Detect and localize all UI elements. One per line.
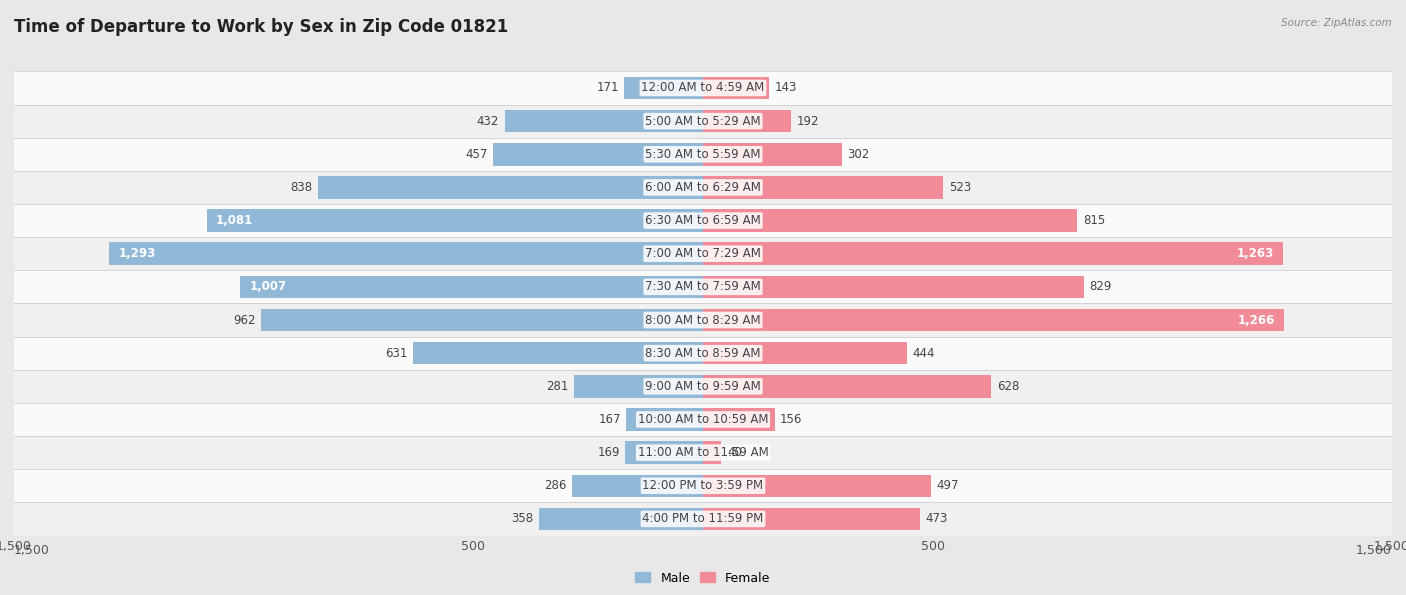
- Text: 1,007: 1,007: [250, 280, 287, 293]
- Bar: [207, 209, 703, 232]
- Bar: [0, 270, 1406, 303]
- Bar: [0, 204, 1406, 237]
- Bar: [0, 237, 1406, 270]
- Text: 143: 143: [775, 82, 797, 95]
- Text: 4:00 PM to 11:59 PM: 4:00 PM to 11:59 PM: [643, 512, 763, 525]
- Text: 9:00 AM to 9:59 AM: 9:00 AM to 9:59 AM: [645, 380, 761, 393]
- Text: 11:00 AM to 11:59 AM: 11:00 AM to 11:59 AM: [638, 446, 768, 459]
- Text: 815: 815: [1083, 214, 1105, 227]
- Bar: [703, 342, 907, 365]
- Bar: [0, 403, 1406, 436]
- Text: 523: 523: [949, 181, 972, 194]
- Bar: [703, 375, 991, 397]
- Legend: Male, Female: Male, Female: [630, 566, 776, 590]
- Bar: [703, 242, 1284, 265]
- Bar: [703, 275, 1084, 298]
- Bar: [318, 176, 703, 199]
- Text: 167: 167: [599, 413, 621, 426]
- Bar: [0, 303, 1406, 337]
- Bar: [703, 176, 943, 199]
- Bar: [624, 77, 703, 99]
- Bar: [0, 71, 1406, 105]
- Bar: [0, 171, 1406, 204]
- Bar: [574, 375, 703, 397]
- Text: 10:00 AM to 10:59 AM: 10:00 AM to 10:59 AM: [638, 413, 768, 426]
- Text: 169: 169: [598, 446, 620, 459]
- Text: 829: 829: [1090, 280, 1112, 293]
- Text: 497: 497: [936, 480, 959, 492]
- Text: 6:30 AM to 6:59 AM: 6:30 AM to 6:59 AM: [645, 214, 761, 227]
- Bar: [110, 242, 703, 265]
- Bar: [703, 110, 792, 133]
- Text: 8:30 AM to 8:59 AM: 8:30 AM to 8:59 AM: [645, 347, 761, 359]
- Text: 286: 286: [544, 480, 567, 492]
- Text: 1,081: 1,081: [215, 214, 253, 227]
- Bar: [572, 474, 703, 497]
- Text: 171: 171: [596, 82, 619, 95]
- Text: 358: 358: [510, 512, 533, 525]
- Bar: [703, 508, 921, 530]
- Text: Time of Departure to Work by Sex in Zip Code 01821: Time of Departure to Work by Sex in Zip …: [14, 18, 509, 36]
- Text: 1,500: 1,500: [14, 544, 51, 557]
- Text: 6:00 AM to 6:29 AM: 6:00 AM to 6:29 AM: [645, 181, 761, 194]
- Text: 838: 838: [291, 181, 312, 194]
- Text: 962: 962: [233, 314, 256, 327]
- Text: 281: 281: [546, 380, 568, 393]
- Text: 12:00 AM to 4:59 AM: 12:00 AM to 4:59 AM: [641, 82, 765, 95]
- Bar: [0, 369, 1406, 403]
- Text: 1,500: 1,500: [1355, 544, 1392, 557]
- Bar: [703, 209, 1077, 232]
- Text: 473: 473: [925, 512, 948, 525]
- Bar: [505, 110, 703, 133]
- Bar: [0, 469, 1406, 502]
- Text: 12:00 PM to 3:59 PM: 12:00 PM to 3:59 PM: [643, 480, 763, 492]
- Bar: [240, 275, 703, 298]
- Text: 631: 631: [385, 347, 408, 359]
- Bar: [538, 508, 703, 530]
- Bar: [0, 105, 1406, 137]
- Text: Source: ZipAtlas.com: Source: ZipAtlas.com: [1281, 18, 1392, 28]
- Text: 1,293: 1,293: [118, 248, 156, 260]
- Bar: [262, 309, 703, 331]
- Text: 40: 40: [727, 446, 742, 459]
- Text: 5:00 AM to 5:29 AM: 5:00 AM to 5:29 AM: [645, 115, 761, 127]
- Text: 432: 432: [477, 115, 499, 127]
- Text: 8:00 AM to 8:29 AM: 8:00 AM to 8:29 AM: [645, 314, 761, 327]
- Bar: [0, 502, 1406, 536]
- Text: 5:30 AM to 5:59 AM: 5:30 AM to 5:59 AM: [645, 148, 761, 161]
- Bar: [626, 441, 703, 464]
- Bar: [626, 408, 703, 431]
- Bar: [0, 436, 1406, 469]
- Bar: [494, 143, 703, 165]
- Text: 156: 156: [780, 413, 803, 426]
- Bar: [703, 474, 931, 497]
- Bar: [0, 337, 1406, 369]
- Text: 457: 457: [465, 148, 488, 161]
- Text: 302: 302: [848, 148, 869, 161]
- Bar: [703, 408, 775, 431]
- Text: 1,266: 1,266: [1237, 314, 1275, 327]
- Text: 7:00 AM to 7:29 AM: 7:00 AM to 7:29 AM: [645, 248, 761, 260]
- Text: 1,263: 1,263: [1237, 248, 1274, 260]
- Text: 7:30 AM to 7:59 AM: 7:30 AM to 7:59 AM: [645, 280, 761, 293]
- Bar: [703, 143, 842, 165]
- Text: 444: 444: [912, 347, 935, 359]
- Bar: [0, 137, 1406, 171]
- Bar: [413, 342, 703, 365]
- Bar: [703, 309, 1285, 331]
- Text: 628: 628: [997, 380, 1019, 393]
- Text: 192: 192: [797, 115, 820, 127]
- Bar: [703, 441, 721, 464]
- Bar: [703, 77, 769, 99]
